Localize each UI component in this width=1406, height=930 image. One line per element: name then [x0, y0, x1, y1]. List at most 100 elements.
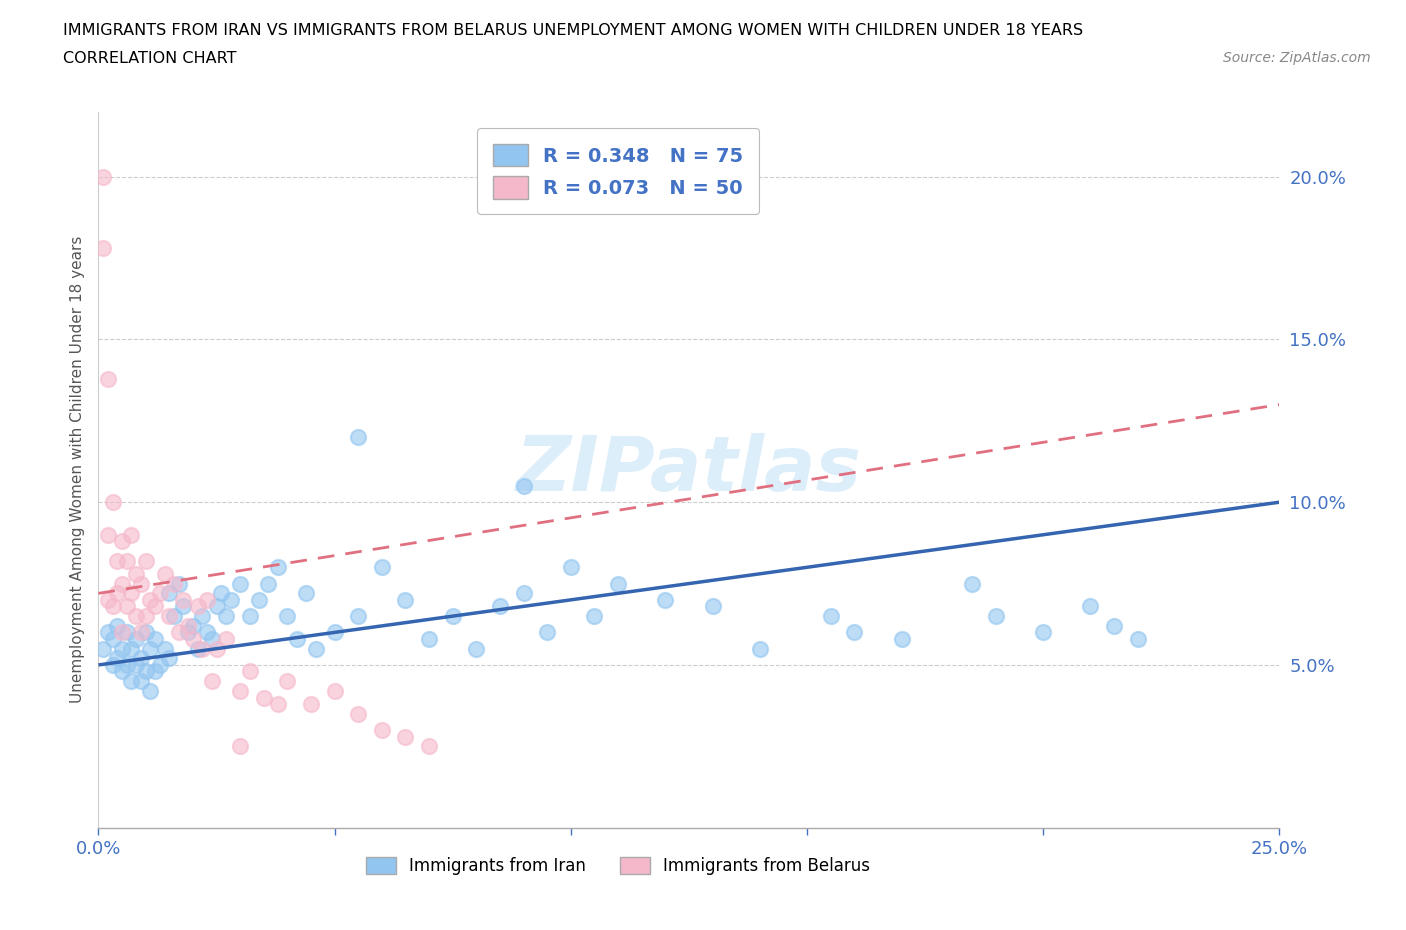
Point — [121, 642, 143, 657]
Point — [1102, 618, 1125, 633]
Point — [91, 642, 114, 657]
Point — [702, 599, 724, 614]
Point — [177, 625, 200, 640]
Point — [153, 566, 176, 581]
Point — [195, 625, 218, 640]
Point — [121, 673, 143, 688]
Y-axis label: Unemployment Among Women with Children Under 18 years: Unemployment Among Women with Children U… — [69, 236, 84, 703]
Point — [111, 534, 134, 549]
Point — [201, 673, 224, 688]
Point — [247, 592, 270, 607]
Point — [394, 592, 416, 607]
Point — [890, 631, 912, 646]
Point — [135, 625, 157, 640]
Point — [347, 707, 370, 722]
Point — [115, 599, 138, 614]
Point — [962, 576, 984, 591]
Point — [111, 642, 134, 657]
Point — [583, 609, 606, 624]
Point — [101, 658, 124, 672]
Point — [512, 586, 534, 601]
Point — [181, 618, 204, 633]
Point — [143, 631, 166, 646]
Point — [229, 684, 252, 698]
Point — [101, 495, 124, 510]
Point — [157, 586, 180, 601]
Point — [125, 609, 148, 624]
Point — [97, 371, 120, 386]
Point — [115, 553, 138, 568]
Point — [654, 592, 676, 607]
Text: CORRELATION CHART: CORRELATION CHART — [63, 51, 236, 66]
Point — [215, 631, 238, 646]
Point — [191, 609, 214, 624]
Point — [149, 658, 172, 672]
Point — [205, 599, 228, 614]
Legend: Immigrants from Iran, Immigrants from Belarus: Immigrants from Iran, Immigrants from Be… — [357, 849, 879, 884]
Point — [418, 631, 440, 646]
Point — [125, 658, 148, 672]
Point — [105, 651, 128, 666]
Point — [172, 592, 194, 607]
Point — [489, 599, 512, 614]
Point — [115, 658, 138, 672]
Point — [105, 586, 128, 601]
Point — [560, 560, 582, 575]
Point — [323, 625, 346, 640]
Point — [121, 527, 143, 542]
Point — [371, 723, 394, 737]
Point — [285, 631, 308, 646]
Point — [1126, 631, 1149, 646]
Point — [536, 625, 558, 640]
Point — [163, 576, 186, 591]
Point — [820, 609, 842, 624]
Point — [129, 625, 152, 640]
Point — [135, 553, 157, 568]
Point — [129, 651, 152, 666]
Point — [97, 592, 120, 607]
Point — [97, 527, 120, 542]
Point — [135, 664, 157, 679]
Point — [276, 673, 298, 688]
Point — [239, 609, 262, 624]
Point — [347, 430, 370, 445]
Point — [219, 592, 242, 607]
Text: ZIPatlas: ZIPatlas — [516, 432, 862, 507]
Point — [172, 599, 194, 614]
Point — [748, 642, 770, 657]
Point — [512, 478, 534, 493]
Point — [267, 560, 290, 575]
Point — [139, 684, 162, 698]
Point — [115, 625, 138, 640]
Point — [167, 625, 190, 640]
Point — [195, 592, 218, 607]
Point — [97, 625, 120, 640]
Point — [239, 664, 262, 679]
Point — [295, 586, 318, 601]
Point — [205, 642, 228, 657]
Point — [323, 684, 346, 698]
Point — [101, 599, 124, 614]
Point — [229, 576, 252, 591]
Point — [215, 609, 238, 624]
Point — [465, 642, 488, 657]
Text: Source: ZipAtlas.com: Source: ZipAtlas.com — [1223, 51, 1371, 65]
Point — [101, 631, 124, 646]
Point — [139, 642, 162, 657]
Point — [167, 576, 190, 591]
Point — [111, 625, 134, 640]
Point — [1080, 599, 1102, 614]
Point — [91, 169, 114, 184]
Point — [187, 599, 209, 614]
Point — [157, 609, 180, 624]
Point — [299, 697, 322, 711]
Point — [191, 642, 214, 657]
Point — [209, 586, 232, 601]
Point — [181, 631, 204, 646]
Point — [121, 586, 143, 601]
Text: IMMIGRANTS FROM IRAN VS IMMIGRANTS FROM BELARUS UNEMPLOYMENT AMONG WOMEN WITH CH: IMMIGRANTS FROM IRAN VS IMMIGRANTS FROM … — [63, 23, 1084, 38]
Point — [984, 609, 1007, 624]
Point — [253, 690, 276, 705]
Point — [153, 642, 176, 657]
Point — [267, 697, 290, 711]
